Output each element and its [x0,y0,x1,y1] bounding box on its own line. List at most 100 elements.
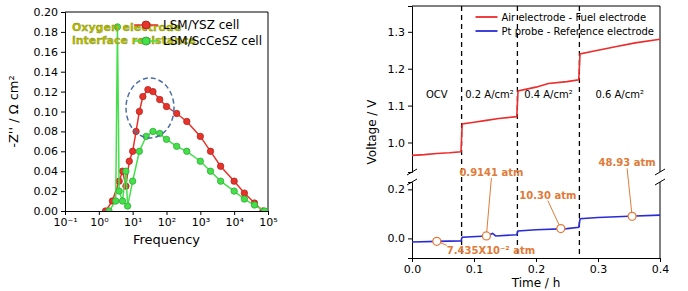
tick: 1.1 [388,100,413,113]
tick-mark [99,211,100,215]
point [136,148,142,154]
series-line [412,39,660,155]
point [251,202,257,208]
legend-marker [142,37,150,45]
x-axis: 0.0 0.1 0.2 0.3 0.4 [404,258,670,276]
plot-frame [407,6,665,258]
tick: 0.00 [34,205,66,218]
tick-mark [61,131,65,132]
tick-label: 1.2 [388,63,406,76]
point [184,148,190,154]
y2-axis: 1.01.11.21.3 [388,7,413,173]
point [207,148,213,154]
plot-frame [65,12,268,211]
impedance-chart: 10⁻¹10⁰10¹10²10³10⁴10⁵0.000.020.040.060.… [6,6,278,247]
point [133,128,139,134]
axis-line [408,7,413,173]
legend-label: LSM/YSZ cell [163,18,239,32]
tick-mark [408,142,412,143]
annotation-marker [482,232,490,240]
tick-mark [408,32,412,33]
tick-label: 0.12 [34,86,59,99]
highlight-ellipse [126,78,174,138]
tick-mark [61,12,65,13]
point [123,168,129,174]
annotation: 48.93 atm [599,157,656,168]
legend-entry: Air electrode - Fuel electrode [476,12,647,23]
tick-label: 0.0 [404,263,422,276]
tick-label: 10¹ [124,216,142,229]
plot-area [102,24,267,211]
tick-label: 10⁰ [90,216,109,229]
tick-label: 0.08 [34,125,59,138]
point [116,188,122,194]
tick-mark [234,211,235,215]
tick: 0.3 [590,258,608,276]
point [119,198,125,204]
tick-label: 10⁴ [225,216,244,229]
axis-break [655,169,665,175]
tick-label: 0.3 [590,263,608,276]
legend-line [476,30,498,32]
legend-line [476,16,498,18]
tick: 10³ [192,211,210,229]
tick-mark [268,211,269,215]
tick-label: 0.06 [34,145,59,158]
tick-mark [61,211,65,212]
point [140,93,146,99]
y-axis: 0.000.020.040.060.080.100.120.140.160.18… [34,6,66,218]
point [217,178,223,184]
tick-label: 10³ [192,216,210,229]
tick-label: 0.1 [466,263,484,276]
tick-mark [61,52,65,53]
point [113,198,119,204]
legend-entry: LSM/YSZ cell [134,18,239,32]
step-label: 0.6 A/cm² [595,89,644,100]
point [126,158,132,164]
tick-label: 10² [158,216,176,229]
tick-label: 0.04 [34,165,59,178]
annotation-leader [486,178,491,236]
point [217,163,223,169]
axis-break [655,179,665,185]
plot-area-upper [412,39,660,155]
tick: 0.2 [388,183,413,196]
tick: 0.04 [34,165,66,178]
tick-mark [660,258,661,262]
tick: 0.10 [34,106,66,119]
tick-label: 0.00 [34,205,59,218]
point [197,158,203,164]
tick-mark [408,69,412,70]
point [157,96,163,102]
tick: 0.4 [652,258,670,276]
x-axis-title: Time / h [511,276,561,290]
annotation: 7.435X10⁻² atm [447,245,535,256]
point [231,178,237,184]
tick-mark [474,258,475,262]
annotation-marker [628,212,636,220]
point [136,108,142,114]
frame-top [65,12,268,13]
point [231,188,237,194]
step-label: OCV [426,89,448,100]
y-axis: 0.00.2 [388,183,413,259]
series-line [106,90,263,211]
point [106,208,112,211]
legend-label: Pt probe - Reference electrode [502,26,655,37]
point [129,148,135,154]
tick-label: 10⁵ [259,216,277,229]
tick: 0.2 [528,258,546,276]
point [197,133,203,139]
legend: LSM/YSZ cellLSM/ScCeSZ cell [134,18,262,48]
tick: 1.2 [388,63,413,76]
tick: 0.12 [34,86,66,99]
tick-mark [61,92,65,93]
point [163,103,169,109]
tick: 10⁰ [90,211,109,229]
tick: 0.18 [34,26,66,39]
point [150,128,156,134]
tick: 0.06 [34,145,66,158]
annotation-marker [557,225,565,233]
series-line [412,215,660,242]
tick: 0.1 [466,258,484,276]
